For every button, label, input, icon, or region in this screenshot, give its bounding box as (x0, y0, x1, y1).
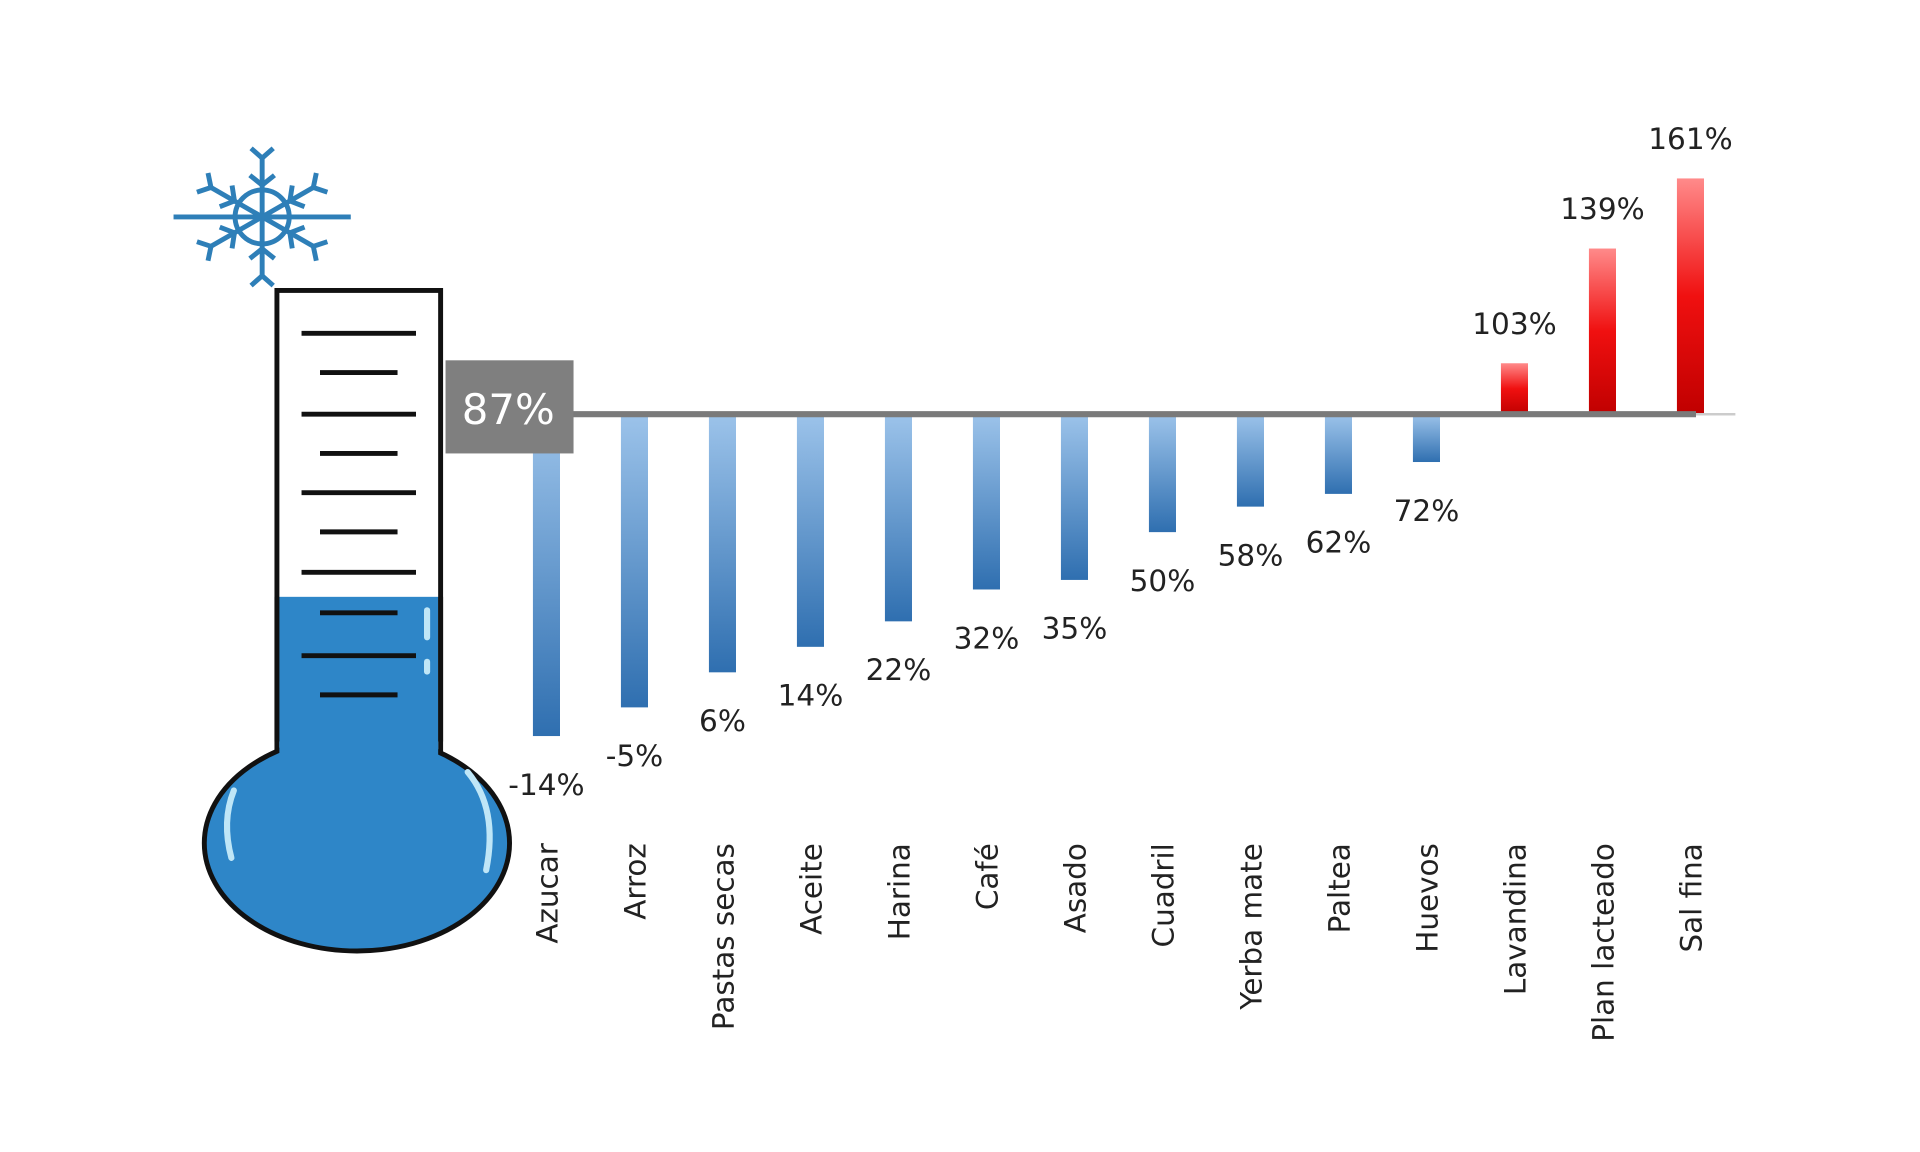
bar-12 (1588, 248, 1616, 415)
category-label: Paltea (1322, 843, 1356, 933)
category-label: Plan lacteado (1586, 843, 1620, 1042)
reference-badge: 87% (445, 360, 574, 454)
bar-2 (708, 414, 736, 673)
bar-13 (1676, 178, 1704, 415)
data-label: 139% (1560, 192, 1644, 226)
category-label: Aceite (794, 843, 828, 935)
bar-4 (884, 414, 912, 622)
category-label: Asado (1058, 843, 1092, 933)
bar-11 (1500, 363, 1528, 415)
data-label: 6% (699, 704, 746, 738)
data-label: 14% (778, 679, 844, 713)
data-label: 103% (1472, 307, 1556, 341)
data-label: -14% (508, 768, 584, 802)
category-label: Sal fina (1674, 843, 1708, 952)
bar-3 (796, 414, 824, 647)
category-label: Café (970, 843, 1004, 910)
thermometer-icon (201, 288, 512, 954)
bar-10 (1412, 414, 1440, 463)
data-label: 58% (1218, 539, 1284, 573)
data-label: 72% (1394, 494, 1460, 528)
bar-6 (1060, 414, 1088, 580)
snowflake-icon (173, 146, 351, 285)
bar-1 (620, 414, 648, 708)
data-label: -5% (606, 739, 664, 773)
data-label: 22% (866, 653, 932, 687)
bar-0 (532, 414, 560, 737)
data-label: 32% (954, 621, 1020, 655)
bar-8 (1236, 414, 1264, 507)
data-label: 35% (1042, 612, 1108, 646)
category-label: Cuadril (1146, 843, 1180, 947)
bar-5 (972, 414, 1000, 590)
category-label: Yerba mate (1234, 843, 1268, 1011)
reference-label: 87% (462, 385, 555, 434)
bar-9 (1324, 414, 1352, 494)
data-label: 50% (1130, 564, 1196, 598)
category-label: Huevos (1410, 843, 1444, 953)
data-label: 62% (1306, 526, 1372, 560)
category-label: Harina (882, 843, 916, 940)
bar-7 (1148, 414, 1176, 533)
category-label: Lavandina (1498, 843, 1532, 995)
category-label: Pastas secas (706, 843, 740, 1030)
category-label: Arroz (618, 843, 652, 920)
category-label: Azucar (530, 842, 564, 943)
data-label: 161% (1648, 122, 1732, 156)
